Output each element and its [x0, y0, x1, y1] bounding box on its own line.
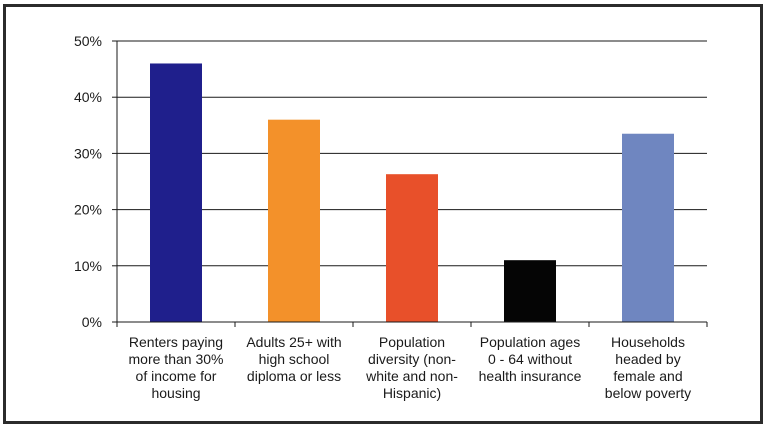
y-tick-label: 0%: [82, 314, 102, 330]
x-category-label-line: of income for: [136, 368, 217, 384]
bar: [268, 119, 320, 323]
y-tick-label: 20%: [74, 202, 102, 218]
x-category-label-line: diploma or less: [247, 368, 341, 384]
x-category-label-line: Households: [611, 334, 685, 350]
axes: [116, 41, 708, 327]
y-tick-label: 40%: [74, 89, 102, 105]
x-category-label-line: more than 30%: [129, 351, 224, 367]
x-category-label-line: female and: [613, 368, 682, 384]
y-tick-label: 10%: [74, 258, 102, 274]
x-category-label-line: Population ages: [480, 334, 580, 350]
x-category-label-line: white and non-: [365, 368, 458, 384]
bar: [504, 260, 556, 322]
bars: [150, 63, 674, 323]
x-category-label-line: diversity (non-: [368, 351, 456, 367]
y-tick-label: 30%: [74, 145, 102, 161]
y-tick-label: 50%: [74, 33, 102, 49]
bar: [386, 174, 438, 322]
x-category-label-line: headed by: [615, 351, 680, 367]
x-category-label-line: housing: [151, 385, 200, 401]
x-category-label-line: below poverty: [605, 385, 691, 401]
y-axis-ticks: 0% 10% 20% 30% 40% 50%: [74, 33, 117, 330]
x-category-label-line: high school: [259, 351, 330, 367]
x-category-label-line: Renters paying: [129, 334, 223, 350]
x-category-label-line: 0 - 64 without: [488, 351, 572, 367]
x-category-label-line: Adults 25+ with: [246, 334, 341, 350]
x-category-label-line: Population: [379, 334, 445, 350]
x-category-label-line: Hispanic): [383, 385, 441, 401]
bar: [150, 63, 202, 322]
bar: [622, 133, 674, 322]
x-category-label-line: health insurance: [479, 368, 582, 384]
